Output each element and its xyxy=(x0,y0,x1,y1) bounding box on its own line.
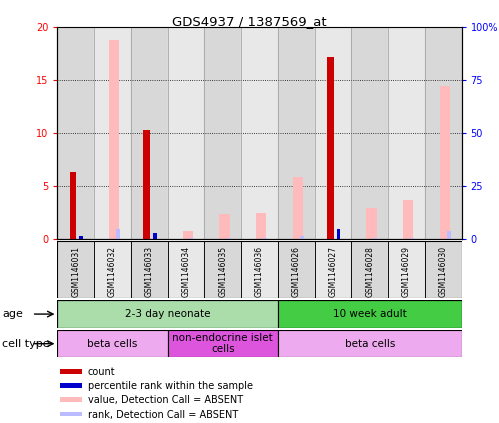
Bar xyxy=(59,383,82,388)
Bar xyxy=(109,40,119,239)
Bar xyxy=(59,397,82,402)
Bar xyxy=(241,241,278,298)
Bar xyxy=(373,238,377,239)
Bar xyxy=(183,231,193,239)
Text: beta cells: beta cells xyxy=(344,339,395,349)
Bar xyxy=(447,231,451,239)
Text: GSM1146031: GSM1146031 xyxy=(71,246,80,297)
Text: GSM1146029: GSM1146029 xyxy=(402,246,411,297)
Bar xyxy=(143,130,150,239)
Bar xyxy=(79,236,83,239)
Bar xyxy=(440,86,450,239)
Bar xyxy=(410,238,414,239)
Bar xyxy=(256,213,266,239)
Text: cell type: cell type xyxy=(2,339,50,349)
Bar xyxy=(116,229,120,239)
Bar xyxy=(70,173,76,239)
Bar xyxy=(241,27,278,239)
Bar xyxy=(293,177,303,239)
Bar xyxy=(220,214,230,239)
Text: rank, Detection Call = ABSENT: rank, Detection Call = ABSENT xyxy=(88,410,238,420)
Bar xyxy=(425,27,462,239)
Bar xyxy=(403,200,414,239)
Text: beta cells: beta cells xyxy=(87,339,138,349)
Text: GSM1146027: GSM1146027 xyxy=(328,246,337,297)
Bar xyxy=(131,27,168,239)
Text: GSM1146035: GSM1146035 xyxy=(218,246,227,297)
Bar xyxy=(94,27,131,239)
Bar xyxy=(205,241,241,298)
Bar xyxy=(205,27,241,239)
Bar xyxy=(351,241,388,298)
Text: non-endocrine islet
cells: non-endocrine islet cells xyxy=(172,333,273,354)
Bar xyxy=(425,241,462,298)
Bar xyxy=(278,27,314,239)
Text: GSM1146033: GSM1146033 xyxy=(145,246,154,297)
Bar xyxy=(278,241,314,298)
Text: GSM1146028: GSM1146028 xyxy=(365,246,374,297)
Bar xyxy=(278,330,462,357)
Text: percentile rank within the sample: percentile rank within the sample xyxy=(88,381,253,391)
Bar xyxy=(300,236,303,239)
Bar xyxy=(337,229,340,239)
Text: count: count xyxy=(88,367,115,377)
Bar xyxy=(131,241,168,298)
Text: GSM1146032: GSM1146032 xyxy=(108,246,117,297)
Bar xyxy=(278,300,462,328)
Bar xyxy=(153,233,157,239)
Text: age: age xyxy=(2,309,23,319)
Bar xyxy=(351,27,388,239)
Bar xyxy=(57,330,168,357)
Bar xyxy=(263,238,267,239)
Bar xyxy=(59,369,82,374)
Bar xyxy=(314,241,351,298)
Bar xyxy=(57,241,94,298)
Text: GSM1146030: GSM1146030 xyxy=(439,246,448,297)
Bar xyxy=(168,27,205,239)
Bar xyxy=(366,209,377,239)
Bar xyxy=(388,27,425,239)
Bar xyxy=(168,330,278,357)
Bar xyxy=(94,241,131,298)
Text: GDS4937 / 1387569_at: GDS4937 / 1387569_at xyxy=(172,15,327,28)
Text: GSM1146036: GSM1146036 xyxy=(255,246,264,297)
Bar xyxy=(227,238,230,239)
Bar xyxy=(57,300,278,328)
Text: 2-3 day neonate: 2-3 day neonate xyxy=(125,309,211,319)
Bar xyxy=(168,241,205,298)
Text: GSM1146026: GSM1146026 xyxy=(292,246,301,297)
Text: GSM1146034: GSM1146034 xyxy=(182,246,191,297)
Bar xyxy=(388,241,425,298)
Text: 10 week adult: 10 week adult xyxy=(333,309,407,319)
Bar xyxy=(57,27,94,239)
Text: value, Detection Call = ABSENT: value, Detection Call = ABSENT xyxy=(88,396,243,406)
Bar xyxy=(59,412,82,416)
Bar xyxy=(327,57,334,239)
Bar xyxy=(314,27,351,239)
